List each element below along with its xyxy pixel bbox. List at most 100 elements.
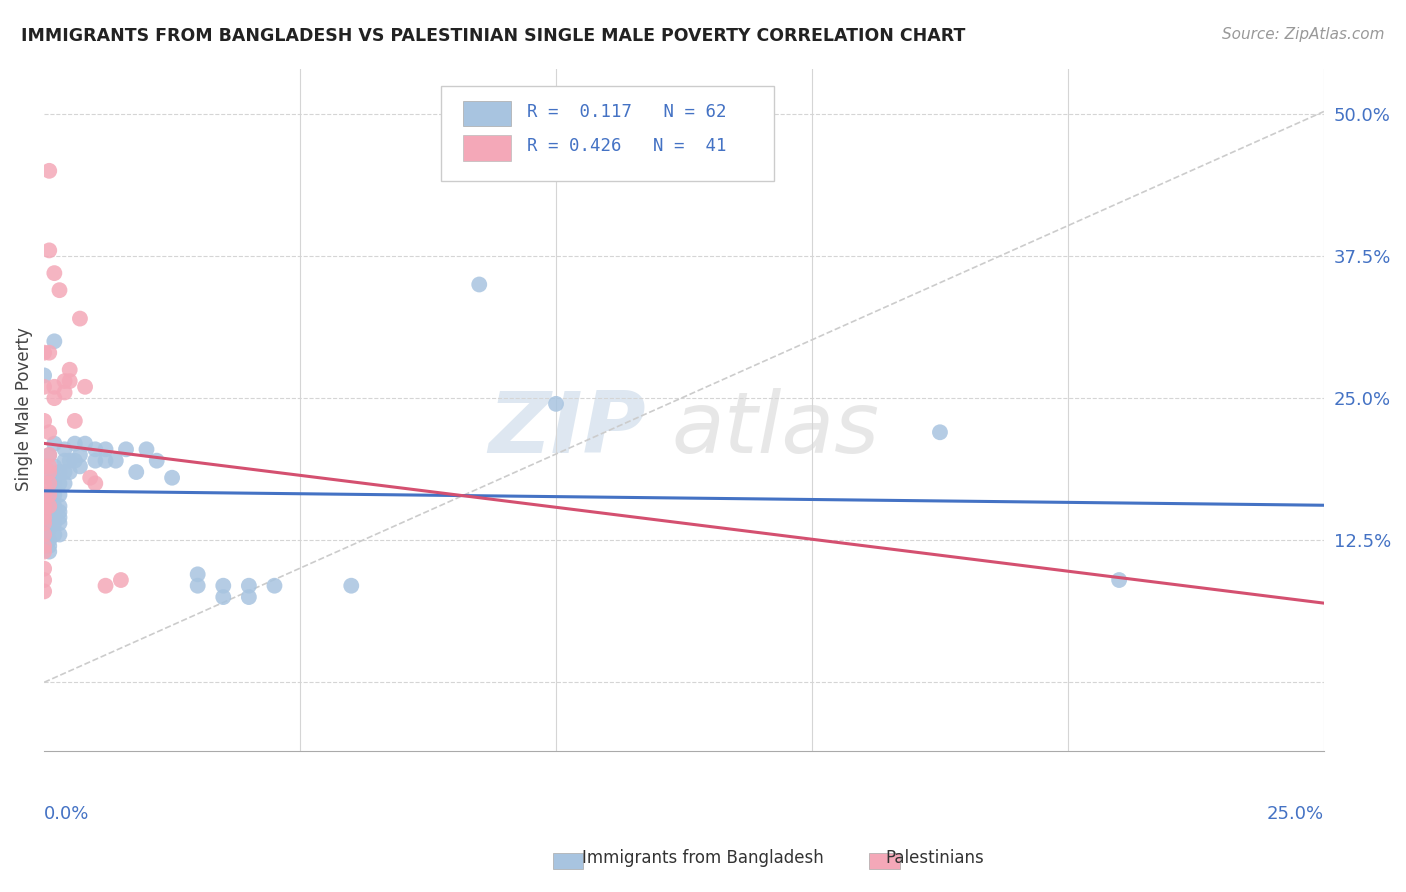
Point [115, 442, 138, 457]
Point [38, 544, 60, 558]
Point [32, 527, 55, 541]
Point [160, 471, 183, 485]
Bar [463, 135, 512, 161]
Text: R = 0.426   N =  41: R = 0.426 N = 41 [527, 137, 725, 155]
Point [544, 397, 567, 411]
Point [32, 584, 55, 599]
Point [48, 488, 70, 502]
Point [38, 164, 60, 178]
Point [63, 436, 86, 450]
Point [53, 442, 76, 457]
Point [48, 476, 70, 491]
Text: atlas: atlas [671, 389, 879, 472]
Point [69, 459, 91, 474]
Point [238, 590, 260, 604]
Point [44, 471, 66, 485]
Point [63, 414, 86, 428]
Text: Source: ZipAtlas.com: Source: ZipAtlas.com [1222, 27, 1385, 42]
Point [44, 527, 66, 541]
Bar [869, 853, 900, 869]
Point [38, 539, 60, 553]
Point [44, 505, 66, 519]
Point [44, 380, 66, 394]
Point [32, 380, 55, 394]
Point [53, 453, 76, 467]
Point [38, 516, 60, 531]
Point [238, 579, 260, 593]
Point [38, 499, 60, 513]
Point [32, 499, 55, 513]
Text: 0.0%: 0.0% [44, 805, 90, 823]
Point [212, 579, 235, 593]
Point [32, 476, 55, 491]
Point [187, 567, 209, 582]
Point [263, 579, 285, 593]
Text: ZIP: ZIP [488, 389, 645, 472]
Point [32, 527, 55, 541]
Point [32, 493, 55, 508]
Point [59, 363, 82, 377]
Point [48, 505, 70, 519]
Point [75, 380, 97, 394]
Bar [463, 101, 512, 127]
Point [44, 436, 66, 450]
Point [32, 516, 55, 531]
Point [32, 488, 55, 502]
Point [38, 448, 60, 462]
Point [32, 345, 55, 359]
Point [38, 459, 60, 474]
Point [212, 590, 235, 604]
Point [135, 442, 157, 457]
Point [32, 562, 55, 576]
Point [32, 510, 55, 524]
Point [53, 465, 76, 479]
Point [44, 391, 66, 405]
Point [929, 425, 952, 440]
Text: IMMIGRANTS FROM BANGLADESH VS PALESTINIAN SINGLE MALE POVERTY CORRELATION CHART: IMMIGRANTS FROM BANGLADESH VS PALESTINIA… [21, 27, 966, 45]
Point [79, 471, 101, 485]
Point [32, 368, 55, 383]
Point [110, 573, 132, 587]
Bar [553, 853, 583, 869]
Point [38, 522, 60, 536]
Point [84, 453, 107, 467]
Point [48, 499, 70, 513]
Point [44, 499, 66, 513]
Point [59, 374, 82, 388]
Text: 25.0%: 25.0% [1267, 805, 1324, 823]
Point [104, 453, 127, 467]
Point [38, 465, 60, 479]
Point [53, 476, 76, 491]
Point [38, 510, 60, 524]
Point [53, 374, 76, 388]
Point [32, 505, 55, 519]
Point [38, 448, 60, 462]
Text: Palestinians: Palestinians [886, 849, 984, 867]
Point [38, 533, 60, 548]
Point [48, 527, 70, 541]
Point [340, 579, 363, 593]
Point [53, 385, 76, 400]
Point [44, 516, 66, 531]
FancyBboxPatch shape [441, 86, 773, 181]
Point [44, 459, 66, 474]
Point [44, 266, 66, 280]
Point [69, 448, 91, 462]
Point [38, 425, 60, 440]
Point [32, 459, 55, 474]
Point [187, 579, 209, 593]
Point [38, 505, 60, 519]
Point [32, 573, 55, 587]
Point [48, 510, 70, 524]
Point [38, 471, 60, 485]
Point [32, 516, 55, 531]
Y-axis label: Single Male Poverty: Single Male Poverty [15, 327, 32, 491]
Point [38, 488, 60, 502]
Point [75, 436, 97, 450]
Point [63, 453, 86, 467]
Point [38, 499, 60, 513]
Point [94, 579, 117, 593]
Point [48, 516, 70, 531]
Point [94, 442, 117, 457]
Point [59, 465, 82, 479]
